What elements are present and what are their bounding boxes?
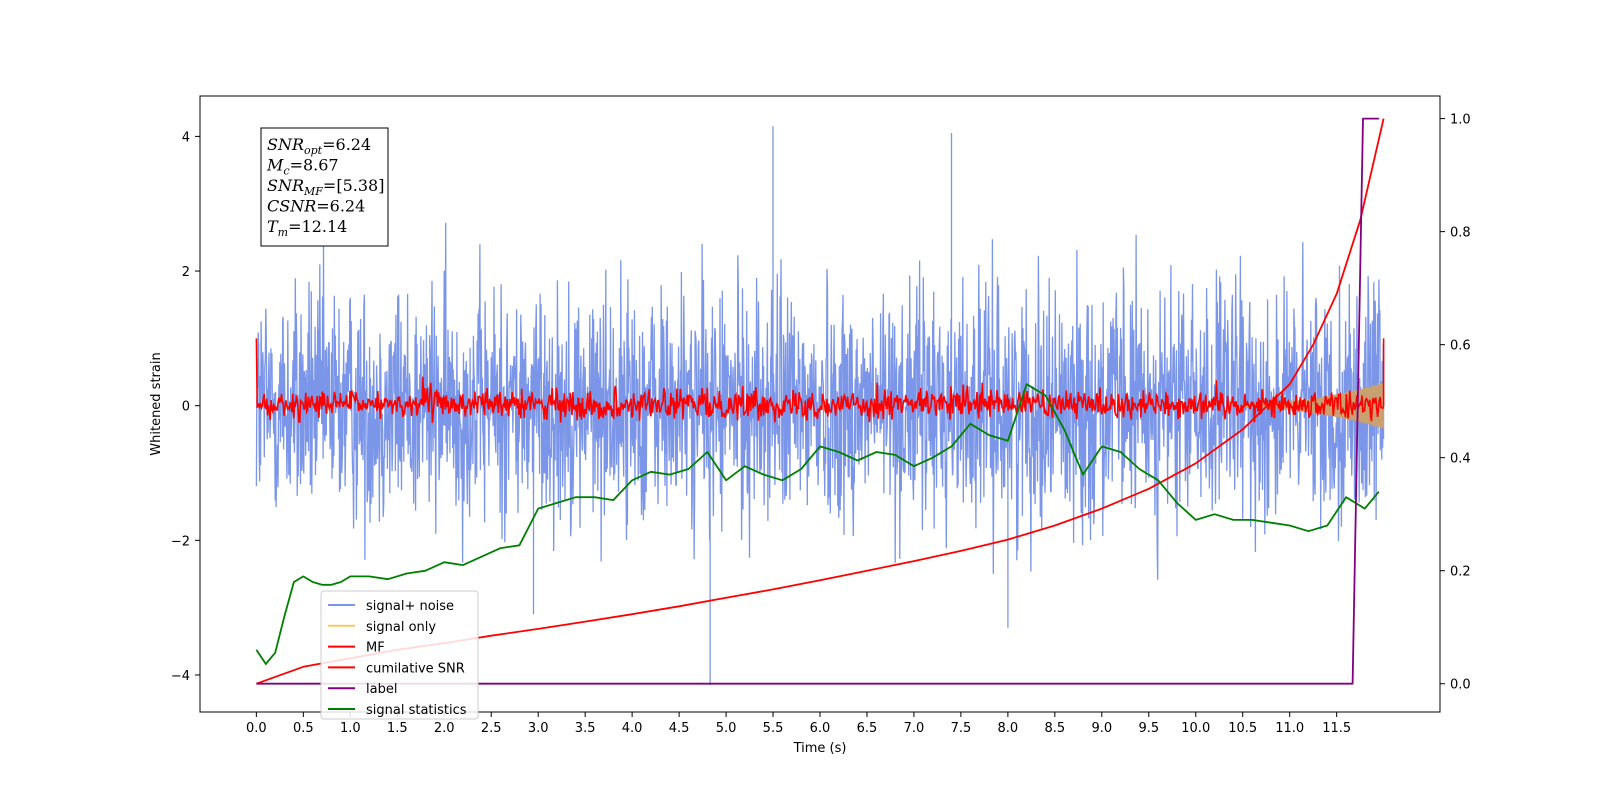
x-axis: 0.0 0.5 1.0 1.5 2.0 2.5 3.0 3.5 4.0 4.5 5.0 5.5 6.0 6…: [246, 712, 1351, 736]
y-axis-title: Whitened strain: [149, 352, 164, 455]
legend-label: MF: [366, 641, 385, 656]
x-tick-label: 10.0: [1181, 721, 1210, 736]
legend-label: label: [366, 682, 397, 697]
y-tick-label: −4: [171, 669, 190, 684]
y2-tick-label: 0.4: [1450, 452, 1471, 467]
x-tick-label: 3.5: [575, 721, 596, 736]
x-tick-label: 7.0: [904, 721, 925, 736]
x-tick-label: 2.0: [434, 721, 455, 736]
y2-tick-label: 0.6: [1450, 339, 1471, 354]
x-tick-label: 7.5: [951, 721, 972, 736]
y-tick-label: 2: [182, 265, 190, 280]
legend-label: signal+ noise: [366, 599, 454, 614]
x-tick-label: 9.0: [1091, 721, 1112, 736]
x-tick-label: 11.5: [1322, 721, 1351, 736]
y-axis-left: 4 2 0 −2 −4: [171, 130, 200, 684]
x-tick-label: 4.0: [622, 721, 643, 736]
x-tick-label: 5.5: [763, 721, 784, 736]
series-label-line: [256, 117, 1379, 685]
x-tick-label: 0.5: [293, 721, 314, 736]
legend-frame: [320, 590, 479, 720]
legend-label: signal only: [366, 620, 436, 635]
x-tick-label: 4.5: [669, 721, 690, 736]
y2-tick-label: 0.2: [1450, 565, 1471, 580]
x-tick-label: 1.0: [340, 721, 361, 736]
legend-label: signal statistics: [366, 703, 467, 718]
annotation-line: Tm=12.14: [267, 217, 347, 239]
x-tick-label: 8.5: [1045, 721, 1066, 736]
series-signal-statistics-line: [255, 383, 1380, 665]
x-axis-title: Time (s): [793, 741, 847, 756]
x-tick-label: 11.0: [1275, 721, 1304, 736]
y2-tick-label: 0.8: [1450, 226, 1471, 241]
y2-tick-label: 0.0: [1450, 678, 1471, 693]
annotation-line: Mc=8.67: [266, 156, 339, 178]
x-tick-label: 0.0: [246, 721, 267, 736]
y-tick-label: 0: [182, 400, 190, 415]
x-tick-label: 6.5: [857, 721, 878, 736]
x-tick-label: 10.5: [1228, 721, 1257, 736]
y-axis-right: 1.0 0.8 0.6 0.4 0.2 0.0: [1440, 113, 1471, 693]
x-tick-label: 3.0: [528, 721, 549, 736]
annotation-line: CSNR=6.24: [267, 197, 365, 216]
annotation-line: SNRopt=6.24: [267, 135, 371, 157]
x-tick-label: 6.0: [810, 721, 831, 736]
x-tick-label: 2.5: [481, 721, 502, 736]
y-tick-label: −2: [171, 534, 190, 549]
legend: signal+ noise signal only MF cumilative SNR…: [320, 590, 479, 720]
x-tick-label: 1.5: [387, 721, 408, 736]
annotation-box-frame: [260, 127, 389, 247]
x-tick-label: 8.0: [998, 721, 1019, 736]
y-tick-label: 4: [182, 130, 190, 145]
series-signal-noise-line: [255, 126, 1385, 686]
x-tick-label: 5.0: [716, 721, 737, 736]
y2-tick-label: 1.0: [1450, 113, 1471, 128]
legend-label: cumilative SNR: [366, 661, 465, 676]
series-mf-line: [255, 338, 1385, 423]
annotation-box: SNRopt=6.24Mc=8.67SNRMF=[5.38]CSNR=6.24T…: [260, 127, 389, 247]
x-tick-label: 9.5: [1138, 721, 1159, 736]
annotation-line: SNRMF=[5.38]: [267, 176, 384, 198]
